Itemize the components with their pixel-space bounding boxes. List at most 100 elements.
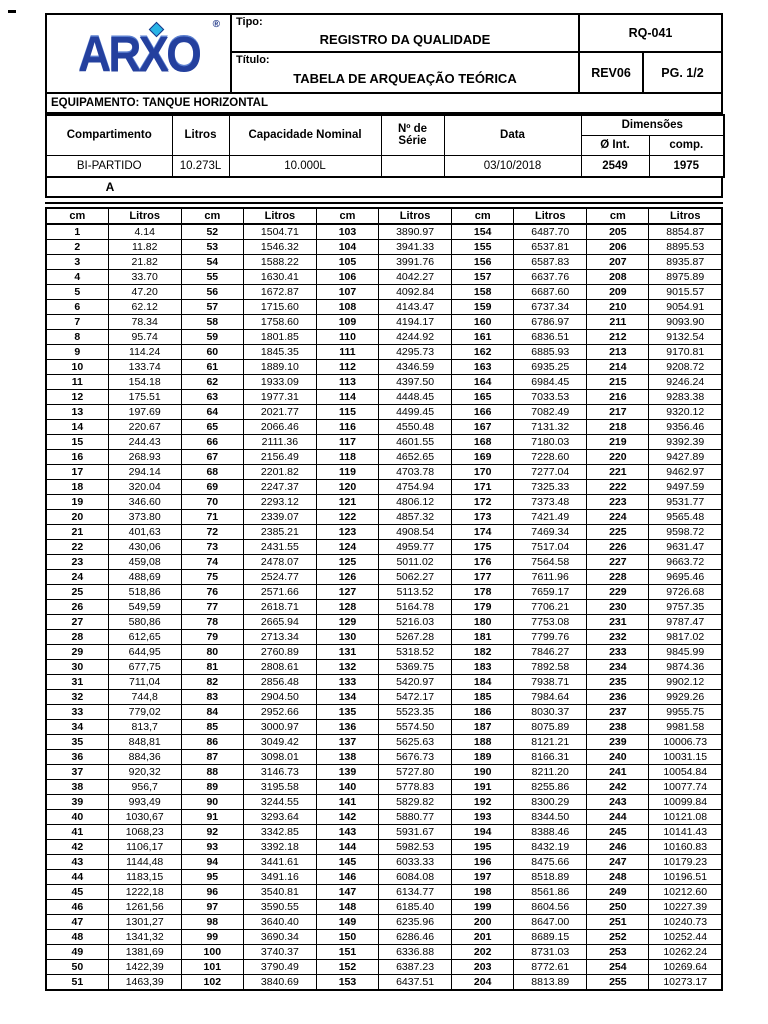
litros-value: 7469.34 bbox=[513, 524, 588, 540]
litros-value: 3890.97 bbox=[378, 223, 453, 240]
litros-value: 744,8 bbox=[107, 689, 182, 705]
gauge-row: 25 518,86 76 2571.66 127 5113.52 178 7659.17 229… bbox=[45, 584, 723, 600]
arxo-logo: ARXO bbox=[78, 25, 202, 82]
litros-value: 9787.47 bbox=[648, 614, 723, 630]
litros-value: 1630.41 bbox=[242, 269, 317, 285]
litros-value: 7659.17 bbox=[513, 584, 588, 600]
cm-value: 211 bbox=[586, 314, 650, 330]
litros-value: 47.20 bbox=[107, 284, 182, 300]
cm-value: 111 bbox=[315, 344, 380, 360]
gauge-row: 5 47.20 56 1672.87 107 4092.84 158 6687.60 209 90… bbox=[45, 284, 723, 300]
cm-value: 108 bbox=[315, 299, 380, 315]
cm-value: 19 bbox=[45, 494, 109, 510]
gauge-row: 12 175.51 63 1977.31 114 4448.45 165 7033.53 216… bbox=[45, 389, 723, 405]
cm-value: 97 bbox=[180, 899, 244, 915]
cm-value: 188 bbox=[451, 734, 515, 750]
capacidade-value: 10.000L bbox=[228, 154, 382, 178]
cm-value: 28 bbox=[45, 629, 109, 645]
gauge-table: cm Litros cm Litros cm Litros cm Litros cm Litros… bbox=[45, 207, 723, 991]
cm-value: 225 bbox=[586, 524, 650, 540]
cm-value: 37 bbox=[45, 764, 109, 780]
cm-value: 43 bbox=[45, 854, 109, 870]
litros-value: 8388.46 bbox=[513, 824, 588, 840]
cm-value: 241 bbox=[586, 764, 650, 780]
cm-value: 6 bbox=[45, 299, 109, 315]
litros-value: 78.34 bbox=[107, 314, 182, 330]
litros-value: 4652.65 bbox=[378, 449, 453, 465]
litros-value: 1977.31 bbox=[242, 389, 317, 405]
gauge-row: 36 884,36 87 3098.01 138 5676.73 189 8166.31 240… bbox=[45, 749, 723, 765]
cm-value: 149 bbox=[315, 914, 380, 930]
litros-value: 3540.81 bbox=[242, 884, 317, 900]
cm-value: 23 bbox=[45, 554, 109, 570]
litros-value: 2293.12 bbox=[242, 494, 317, 510]
cm-value: 234 bbox=[586, 659, 650, 675]
litros-value: 8604.56 bbox=[513, 899, 588, 915]
gauge-row: 21 401,63 72 2385.21 123 4908.54 174 7469.34 225… bbox=[45, 524, 723, 540]
cm-value: 199 bbox=[451, 899, 515, 915]
gauge-row: 26 549,59 77 2618.71 128 5164.78 179 7706.21 230… bbox=[45, 599, 723, 615]
cm-value: 115 bbox=[315, 404, 380, 420]
gauge-row: 22 430,06 73 2431.55 124 4959.77 175 7517.04 226… bbox=[45, 539, 723, 555]
litros-value: 644,95 bbox=[107, 644, 182, 660]
cm-value: 166 bbox=[451, 404, 515, 420]
gauge-row: 40 1030,67 91 3293.64 142 5880.77 193 8344.50 24… bbox=[45, 809, 723, 825]
cm-value: 116 bbox=[315, 419, 380, 435]
litros-value: 9320.12 bbox=[648, 404, 723, 420]
cm-value: 142 bbox=[315, 809, 380, 825]
cm-value: 136 bbox=[315, 719, 380, 735]
cm-value: 165 bbox=[451, 389, 515, 405]
gauge-row: 2 11.82 53 1546.32 104 3941.33 155 6537.81 206 88… bbox=[45, 239, 723, 255]
litros-value: 10054.84 bbox=[648, 764, 723, 780]
litros-value: 11.82 bbox=[107, 239, 182, 255]
cm-value: 229 bbox=[586, 584, 650, 600]
cm-value: 246 bbox=[586, 839, 650, 855]
litros-value: 6687.60 bbox=[513, 284, 588, 300]
gauge-row: 10 133.74 61 1889.10 112 4346.59 163 6935.25 214… bbox=[45, 359, 723, 375]
cm-value: 56 bbox=[180, 284, 244, 300]
cm-value: 83 bbox=[180, 689, 244, 705]
cm-value: 138 bbox=[315, 749, 380, 765]
litros-value: 8300.29 bbox=[513, 794, 588, 810]
litros-value: 3740.37 bbox=[242, 944, 317, 960]
litros-value: 9208.72 bbox=[648, 359, 723, 375]
cm-value: 88 bbox=[180, 764, 244, 780]
cm-value: 30 bbox=[45, 659, 109, 675]
cm-value: 164 bbox=[451, 374, 515, 390]
gauge-row: 8 95.74 59 1801.85 110 4244.92 161 6836.51 212 91… bbox=[45, 329, 723, 345]
litros-value: 401,63 bbox=[107, 524, 182, 540]
litros-value: 6587.83 bbox=[513, 254, 588, 270]
cm-value: 137 bbox=[315, 734, 380, 750]
print-artifact-mark bbox=[8, 10, 16, 13]
gauge-col-header: cm bbox=[451, 207, 515, 225]
litros-value: 920,32 bbox=[107, 764, 182, 780]
litros-value: 4143.47 bbox=[378, 299, 453, 315]
litros-value: 9170.81 bbox=[648, 344, 723, 360]
cm-value: 72 bbox=[180, 524, 244, 540]
cm-value: 213 bbox=[586, 344, 650, 360]
cm-value: 132 bbox=[315, 659, 380, 675]
litros-value: 10.273L bbox=[171, 154, 230, 178]
litros-value: 9497.59 bbox=[648, 479, 723, 495]
cm-value: 223 bbox=[586, 494, 650, 510]
litros-value: 5113.52 bbox=[378, 584, 453, 600]
cm-value: 123 bbox=[315, 524, 380, 540]
cm-value: 73 bbox=[180, 539, 244, 555]
cm-value: 25 bbox=[45, 584, 109, 600]
cm-value: 78 bbox=[180, 614, 244, 630]
cm-value: 100 bbox=[180, 944, 244, 960]
gauge-row: 18 320.04 69 2247.37 120 4754.94 171 7325.33 222… bbox=[45, 479, 723, 495]
cm-value: 220 bbox=[586, 449, 650, 465]
info-row: BI-PARTIDO 10.273L 10.000L 03/10/2018 25… bbox=[45, 154, 725, 178]
cm-value: 184 bbox=[451, 674, 515, 690]
gauge-header-row: cm Litros cm Litros cm Litros cm Litros cm Litros bbox=[45, 207, 723, 225]
cm-value: 2 bbox=[45, 239, 109, 255]
cm-value: 20 bbox=[45, 509, 109, 525]
cm-value: 250 bbox=[586, 899, 650, 915]
cm-value: 113 bbox=[315, 374, 380, 390]
cm-value: 151 bbox=[315, 944, 380, 960]
litros-value: 956,7 bbox=[107, 779, 182, 795]
cm-value: 67 bbox=[180, 449, 244, 465]
cm-value: 44 bbox=[45, 869, 109, 885]
cm-value: 148 bbox=[315, 899, 380, 915]
